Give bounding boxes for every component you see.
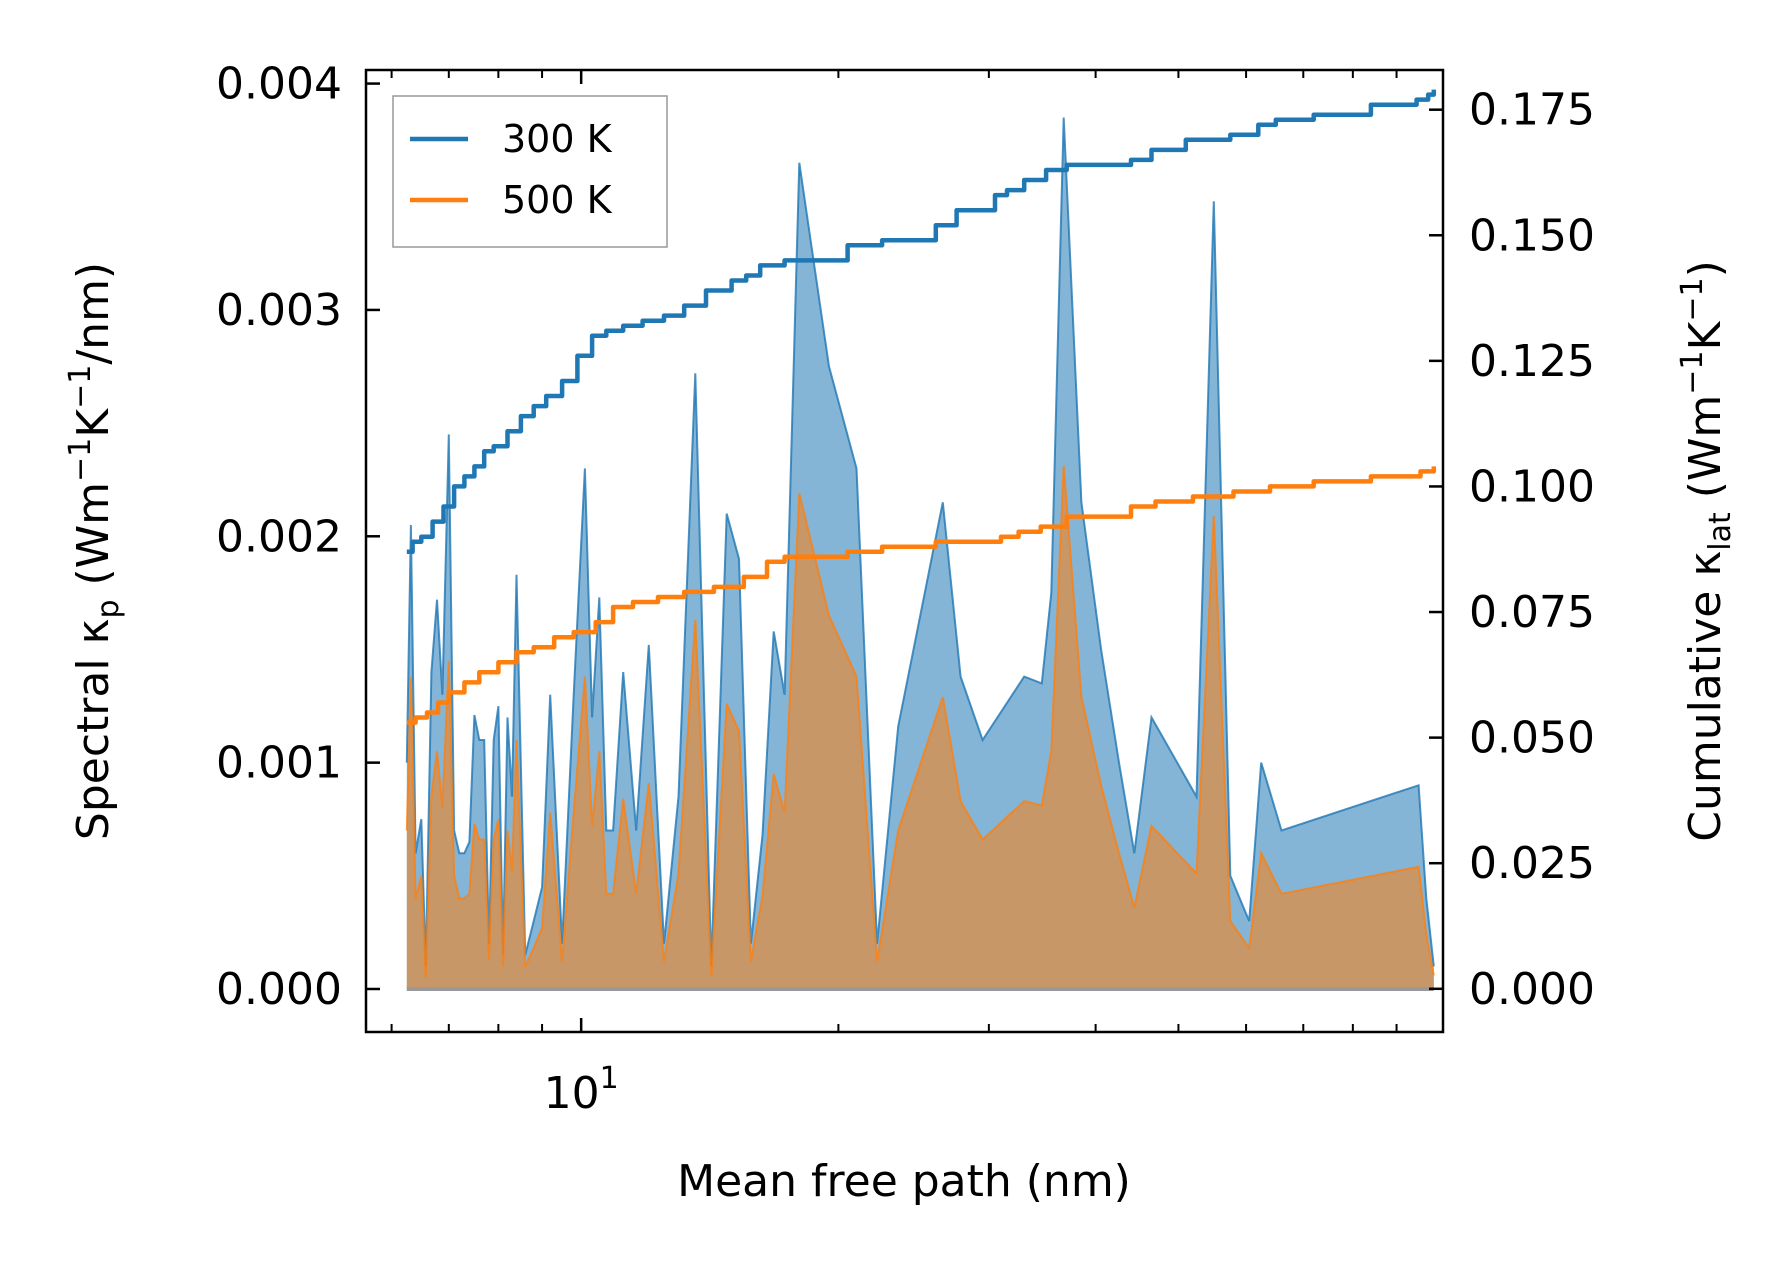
x-tick-label: 101 — [544, 1061, 619, 1119]
y-left-tick-label: 0.002 — [216, 511, 342, 562]
y-right-tick-label: 0.125 — [1469, 336, 1595, 387]
y-axis-label-right: Cumulative κlat (Wm−1K−1) — [1675, 260, 1738, 842]
plot-frame — [364, 68, 1445, 1034]
y-axis-label-left: Spectral κp (Wm−1K−1/nm) — [63, 262, 126, 840]
y-left-tick-label: 0.000 — [216, 964, 342, 1015]
cumulative-lines — [406, 89, 1437, 725]
axis-tick-labels: 0.000 0.001 0.002 0.003 0.004 0.000 0.025 0.050… — [216, 59, 1595, 1119]
y-right-tick-label: 0.175 — [1469, 85, 1595, 136]
x-axis-label: Mean free path (nm) — [677, 1156, 1131, 1207]
y-left-tick-label: 0.001 — [216, 738, 342, 789]
spectral-fill-300k — [406, 117, 1434, 989]
cumulative-line-300k — [406, 89, 1437, 555]
y-left-tick-label: 0.004 — [216, 59, 342, 110]
y-right-tick-label: 0.025 — [1469, 838, 1595, 889]
y-right-tick-label: 0.075 — [1469, 587, 1595, 638]
spectral-fill-500k — [406, 466, 1434, 990]
y-right-tick-label: 0.050 — [1469, 713, 1595, 764]
axis-ticks — [366, 70, 1443, 1032]
legend: 300 K 500 K — [392, 95, 668, 248]
legend-label-500k: 500 K — [502, 178, 613, 222]
y-right-tick-label: 0.000 — [1469, 964, 1595, 1015]
legend-box — [392, 95, 668, 248]
cumulative-line-500k — [406, 466, 1437, 725]
spectral-fills — [405, 117, 1435, 991]
spectral-line-500k — [405, 466, 1435, 978]
y-right-tick-label: 0.150 — [1469, 210, 1595, 261]
spectral-line-300k — [405, 117, 1435, 967]
y-right-tick-label: 0.100 — [1469, 461, 1595, 512]
y-left-tick-label: 0.003 — [216, 285, 342, 336]
legend-label-300k: 300 K — [502, 117, 613, 161]
